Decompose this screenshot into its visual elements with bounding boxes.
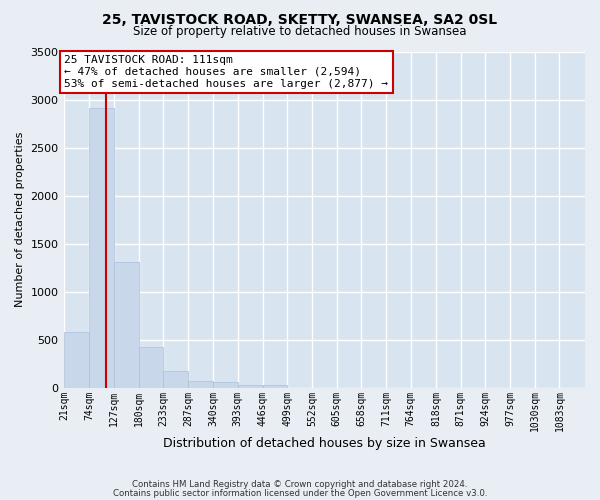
X-axis label: Distribution of detached houses by size in Swansea: Distribution of detached houses by size … xyxy=(163,437,485,450)
Bar xyxy=(89,108,114,388)
Bar xyxy=(163,370,188,388)
Text: Contains public sector information licensed under the Open Government Licence v3: Contains public sector information licen… xyxy=(113,488,487,498)
Y-axis label: Number of detached properties: Number of detached properties xyxy=(15,132,25,307)
Text: Contains HM Land Registry data © Crown copyright and database right 2024.: Contains HM Land Registry data © Crown c… xyxy=(132,480,468,489)
Bar xyxy=(238,384,263,388)
Bar xyxy=(64,332,89,388)
Bar xyxy=(188,382,213,388)
Text: Size of property relative to detached houses in Swansea: Size of property relative to detached ho… xyxy=(133,25,467,38)
Bar xyxy=(114,262,139,388)
Bar xyxy=(213,382,238,388)
Text: 25, TAVISTOCK ROAD, SKETTY, SWANSEA, SA2 0SL: 25, TAVISTOCK ROAD, SKETTY, SWANSEA, SA2… xyxy=(103,12,497,26)
Bar xyxy=(263,385,287,388)
Text: 25 TAVISTOCK ROAD: 111sqm
← 47% of detached houses are smaller (2,594)
53% of se: 25 TAVISTOCK ROAD: 111sqm ← 47% of detac… xyxy=(64,56,388,88)
Bar xyxy=(139,347,163,388)
